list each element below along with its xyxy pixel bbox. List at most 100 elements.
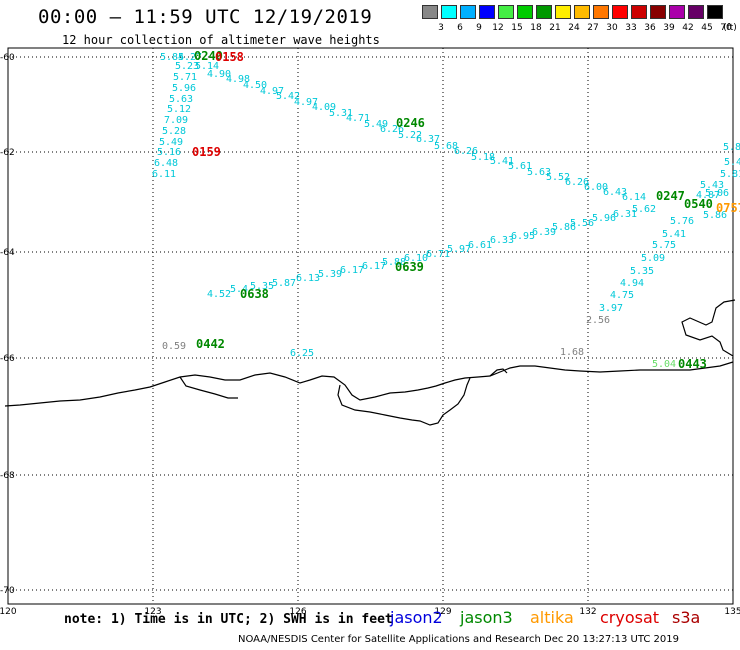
lon-tick-label: 123 xyxy=(144,607,161,617)
legend-swatch xyxy=(650,5,666,19)
wave-height-value: 5.87 xyxy=(272,278,296,289)
wave-height-value: 7.09 xyxy=(164,115,188,126)
legend-swatch xyxy=(498,5,514,19)
coastline-inlet xyxy=(337,377,471,426)
lon-tick-label: 135 xyxy=(724,607,740,617)
wave-height-value: 4.09 xyxy=(312,102,336,113)
lat-tick-label: -66 xyxy=(0,354,15,364)
map-frame xyxy=(7,47,734,605)
legend-swatch xyxy=(536,5,552,19)
legend-tick-label: 39 xyxy=(663,23,675,33)
legend-tick-label: 15 xyxy=(511,23,523,33)
wave-height-value: 5.97 xyxy=(447,244,471,255)
wave-height-value: 5.06 xyxy=(705,188,729,199)
pass-time-label: 0247 xyxy=(656,189,685,203)
wave-height-value: 5.49 xyxy=(364,119,388,130)
wave-height-value: 5.28 xyxy=(162,126,186,137)
lon-tick-label: 129 xyxy=(434,607,451,617)
wave-height-value: 4.94 xyxy=(620,278,644,289)
coastline-bay xyxy=(489,368,508,377)
wave-height-value: 5.63 xyxy=(527,167,551,178)
legend-swatch xyxy=(441,5,457,19)
satellite-label: altika xyxy=(530,608,574,627)
wave-height-value: 6.95 xyxy=(511,231,535,242)
pass-time-label: 0638 xyxy=(240,287,269,301)
satellite-label: jason2 xyxy=(390,608,443,627)
wave-height-value: 4.50 xyxy=(243,80,267,91)
wave-height-value: 4.52 xyxy=(207,289,231,300)
wave-height-value: 5.86 xyxy=(552,222,576,233)
wave-height-value: 4.97 xyxy=(294,97,318,108)
wave-height-value: 6.25 xyxy=(290,348,314,359)
legend-swatch xyxy=(669,5,685,19)
wave-height-value: 5.81 xyxy=(720,169,740,180)
wave-height-value: 6.13 xyxy=(296,273,320,284)
wave-height-value: 5.09 xyxy=(641,253,665,264)
wave-height-value: 6.26 xyxy=(454,146,478,157)
pass-time-label: 0540 xyxy=(684,197,713,211)
wave-height-value: 6.71 xyxy=(426,249,450,260)
wave-height-value: 6.17 xyxy=(362,261,386,272)
wave-height-value: 6.14 xyxy=(622,192,646,203)
wave-height-value: 5.04 xyxy=(652,359,676,370)
observation-values: 5.845.275.235.145.715.965.635.127.095.28… xyxy=(152,52,740,370)
legend-tick-label: 45 xyxy=(701,23,713,33)
satellite-label: cryosat xyxy=(600,608,660,627)
wave-height-value: 6.31 xyxy=(613,209,637,220)
pass-time-label: 0240 xyxy=(194,49,223,63)
wave-height-value: 4.90 xyxy=(207,69,231,80)
legend-tick-label: 27 xyxy=(587,23,599,33)
legend-swatch xyxy=(555,5,571,19)
wave-height-value: 5.27 xyxy=(178,52,202,63)
lat-tick-label: -60 xyxy=(0,53,15,63)
wave-height-value: 5.81 xyxy=(723,142,740,153)
wave-height-value: 5.41 xyxy=(490,156,514,167)
pass-time-label: 0158 xyxy=(215,50,244,64)
lon-tick-label: 126 xyxy=(289,607,306,617)
legend-swatch xyxy=(707,5,723,19)
legend-tick-label: 18 xyxy=(530,23,542,33)
page-subtitle: 12 hour collection of altimeter wave hei… xyxy=(62,33,380,47)
wave-height-value: 6.33 xyxy=(490,235,514,246)
legend-unit: (ft) xyxy=(723,23,737,33)
wave-height-value: 5.71 xyxy=(173,72,197,83)
wave-height-value: 5.75 xyxy=(652,240,676,251)
wave-height-value: 4.98 xyxy=(226,74,250,85)
longitude-tick-labels: 120 123 126 129 132 135 xyxy=(0,607,740,617)
wave-height-value: 4.75 xyxy=(610,290,634,301)
legend-tick-label: 9 xyxy=(476,23,482,33)
wave-height-value: 5.49 xyxy=(159,137,183,148)
lat-tick-label: -62 xyxy=(0,148,15,158)
wave-height-value: 5.43 xyxy=(700,180,724,191)
wave-height-value: 6.10 xyxy=(404,253,428,264)
wave-height-value: 5.88 xyxy=(382,257,406,268)
wave-height-value: 5.16 xyxy=(157,147,181,158)
wave-height-value: 5.35 xyxy=(250,281,274,292)
legend-tick-label: 30 xyxy=(606,23,618,33)
wave-height-value: 6.00 xyxy=(584,182,608,193)
wave-height-value: 5.31 xyxy=(329,108,353,119)
credit-line: NOAA/NESDIS Center for Satellite Applica… xyxy=(238,634,680,645)
legend-swatch xyxy=(593,5,609,19)
wave-height-value: 5.41 xyxy=(662,229,686,240)
legend-tick-label: 24 xyxy=(568,23,580,33)
coastline-cape xyxy=(179,376,238,399)
legend-swatch xyxy=(460,5,476,19)
wave-height-value: 4.87 xyxy=(696,190,720,201)
wave-height-value: 5.12 xyxy=(167,104,191,115)
lat-tick-label: -64 xyxy=(0,248,15,258)
pass-time-label: 0443 xyxy=(678,357,707,371)
legend-tick-label: 12 xyxy=(492,23,504,33)
coastline-east xyxy=(681,299,736,357)
page-title: 00:00 – 11:59 UTC 12/19/2019 xyxy=(38,6,373,28)
wave-height-value: 2.56 xyxy=(586,315,610,326)
wave-height-value: 5.18 xyxy=(471,152,495,163)
wave-height-value: 4.71 xyxy=(346,113,370,124)
wave-height-value: 3.97 xyxy=(599,303,623,314)
wave-height-value: 5.41 xyxy=(724,157,740,168)
pass-time-label: 0757 xyxy=(716,201,740,215)
legend-tick-label: 6 xyxy=(457,23,463,33)
